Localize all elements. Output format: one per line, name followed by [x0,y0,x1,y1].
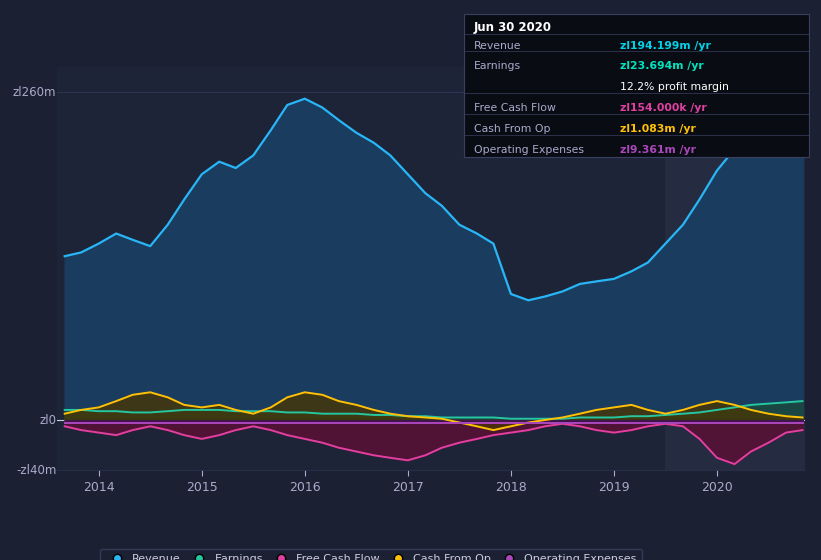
Text: zl23.694m /yr: zl23.694m /yr [620,62,704,71]
Text: Free Cash Flow: Free Cash Flow [474,103,556,113]
Text: zl260m: zl260m [13,86,57,99]
Text: 12.2% profit margin: 12.2% profit margin [620,82,729,92]
Text: zl1.083m /yr: zl1.083m /yr [620,124,695,134]
Text: Jun 30 2020: Jun 30 2020 [474,21,552,34]
Legend: Revenue, Earnings, Free Cash Flow, Cash From Op, Operating Expenses: Revenue, Earnings, Free Cash Flow, Cash … [100,549,642,560]
Text: Operating Expenses: Operating Expenses [474,144,584,155]
Text: Earnings: Earnings [474,62,521,71]
Text: zl9.361m /yr: zl9.361m /yr [620,144,696,155]
Text: zl154.000k /yr: zl154.000k /yr [620,103,707,113]
Bar [666,67,821,470]
Text: Revenue: Revenue [474,40,521,50]
Text: Cash From Op: Cash From Op [474,124,550,134]
Text: -zl40m: -zl40m [16,464,57,477]
Text: zl194.199m /yr: zl194.199m /yr [620,40,711,50]
Text: zl0: zl0 [39,413,57,427]
